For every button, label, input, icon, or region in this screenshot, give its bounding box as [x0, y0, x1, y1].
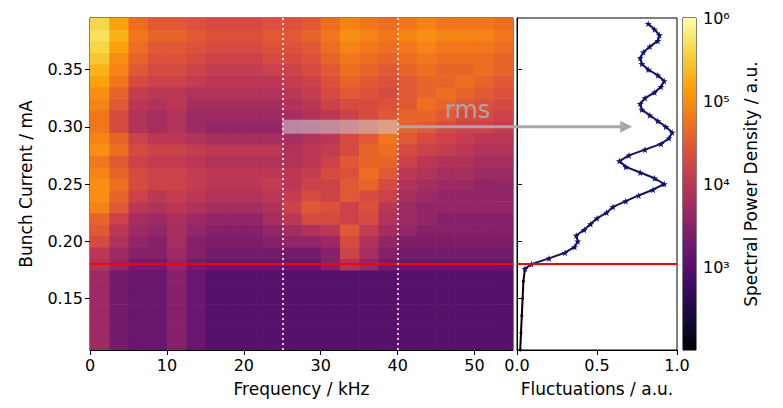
svg-text:0.25: 0.25	[47, 175, 83, 194]
svg-text:Frequency / kHz: Frequency / kHz	[234, 379, 370, 399]
svg-text:0: 0	[85, 356, 95, 375]
svg-text:10⁵: 10⁵	[703, 92, 730, 111]
svg-text:1.0: 1.0	[664, 356, 689, 375]
svg-text:20: 20	[234, 356, 254, 375]
svg-text:0.30: 0.30	[47, 117, 83, 136]
svg-text:0.20: 0.20	[47, 232, 83, 251]
svg-text:0.15: 0.15	[47, 289, 83, 308]
svg-text:Spectral Power Density / a.u.: Spectral Power Density / a.u.	[741, 61, 761, 307]
svg-text:50: 50	[464, 356, 484, 375]
svg-text:0.0: 0.0	[504, 356, 529, 375]
svg-text:40: 40	[387, 356, 407, 375]
svg-text:Fluctuations / a.u.: Fluctuations / a.u.	[521, 379, 673, 399]
svg-text:0.5: 0.5	[584, 356, 609, 375]
svg-text:10³: 10³	[703, 258, 730, 277]
svg-text:30: 30	[311, 356, 331, 375]
svg-text:rms: rms	[445, 96, 490, 124]
svg-text:10⁴: 10⁴	[703, 175, 730, 194]
svg-text:10⁶: 10⁶	[703, 9, 730, 28]
svg-text:Bunch Current / mA: Bunch Current / mA	[16, 100, 36, 268]
svg-text:0.35: 0.35	[47, 60, 83, 79]
svg-text:10: 10	[157, 356, 177, 375]
